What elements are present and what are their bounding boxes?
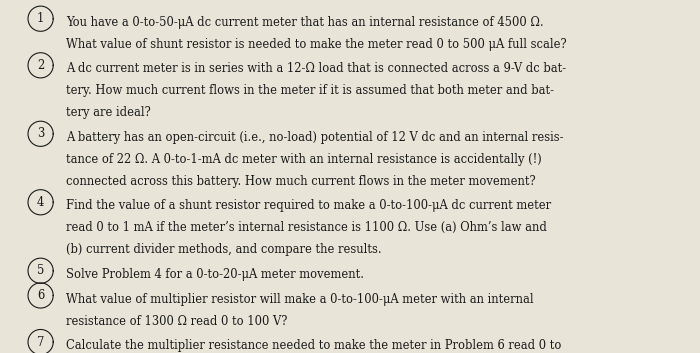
Text: read 0 to 1 mA if the meter’s internal resistance is 1100 Ω. Use (a) Ohm’s law a: read 0 to 1 mA if the meter’s internal r…	[66, 221, 547, 234]
Text: A dc current meter is in series with a 12-Ω load that is connected across a 9-V : A dc current meter is in series with a 1…	[66, 62, 566, 76]
Text: tery are ideal?: tery are ideal?	[66, 106, 151, 119]
Text: 1: 1	[37, 12, 44, 25]
Text: 6: 6	[37, 289, 44, 302]
Text: 2: 2	[37, 59, 44, 72]
Text: Find the value of a shunt resistor required to make a 0-to-100-μA dc current met: Find the value of a shunt resistor requi…	[66, 199, 552, 213]
Text: What value of multiplier resistor will make a 0-to-100-μA meter with an internal: What value of multiplier resistor will m…	[66, 293, 534, 306]
Text: 7: 7	[37, 336, 44, 348]
Text: 3: 3	[37, 127, 44, 140]
Text: (b) current divider methods, and compare the results.: (b) current divider methods, and compare…	[66, 243, 382, 256]
Text: 5: 5	[37, 264, 44, 277]
Text: tery. How much current flows in the meter if it is assumed that both meter and b: tery. How much current flows in the mete…	[66, 84, 554, 97]
Text: What value of shunt resistor is needed to make the meter read 0 to 500 μA full s: What value of shunt resistor is needed t…	[66, 38, 567, 51]
Text: 4: 4	[37, 196, 44, 209]
Text: You have a 0-to-50-μA dc current meter that has an internal resistance of 4500 Ω: You have a 0-to-50-μA dc current meter t…	[66, 16, 544, 29]
Text: connected across this battery. How much current flows in the meter movement?: connected across this battery. How much …	[66, 175, 536, 188]
Text: A battery has an open-circuit (i.e., no-load) potential of 12 V dc and an intern: A battery has an open-circuit (i.e., no-…	[66, 131, 564, 144]
Text: Solve Problem 4 for a 0-to-20-μA meter movement.: Solve Problem 4 for a 0-to-20-μA meter m…	[66, 268, 365, 281]
Text: resistance of 1300 Ω read 0 to 100 V?: resistance of 1300 Ω read 0 to 100 V?	[66, 315, 288, 328]
Text: Calculate the multiplier resistance needed to make the meter in Problem 6 read 0: Calculate the multiplier resistance need…	[66, 339, 562, 352]
Text: tance of 22 Ω. A 0-to-1-mA dc meter with an internal resistance is accidentally : tance of 22 Ω. A 0-to-1-mA dc meter with…	[66, 153, 542, 166]
